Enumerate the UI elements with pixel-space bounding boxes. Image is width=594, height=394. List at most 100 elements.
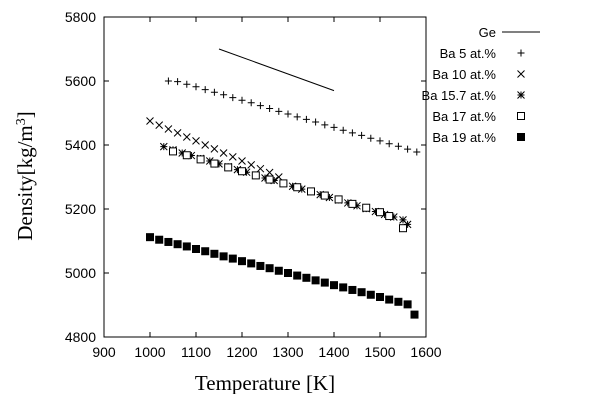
data-point bbox=[210, 159, 219, 168]
data-point bbox=[343, 199, 352, 207]
data-point bbox=[256, 261, 265, 270]
data-point bbox=[192, 83, 200, 91]
series-layer bbox=[146, 48, 421, 319]
y-axis-title-end: ] bbox=[13, 111, 37, 118]
data-point bbox=[182, 151, 191, 160]
data-point bbox=[238, 157, 246, 165]
data-point bbox=[288, 182, 297, 191]
data-point bbox=[274, 266, 283, 275]
y-axis-title: Density[kg/m3] bbox=[13, 111, 37, 241]
series-4 bbox=[169, 147, 407, 233]
y-tick-label: 4800 bbox=[65, 329, 96, 345]
x-tick-label: 1300 bbox=[272, 344, 303, 360]
legend-label: Ba 19 at.% bbox=[432, 130, 496, 145]
data-point bbox=[385, 212, 394, 221]
data-point bbox=[270, 176, 279, 185]
data-point bbox=[320, 278, 329, 287]
legend-label: Ba 5 at.% bbox=[440, 46, 497, 61]
series-0 bbox=[218, 48, 335, 92]
legend-marker bbox=[517, 133, 525, 141]
x-tick-label: 1500 bbox=[364, 344, 395, 360]
data-point bbox=[265, 175, 274, 184]
y-axis-title-main: Density[kg/m bbox=[13, 125, 37, 241]
data-point bbox=[169, 147, 177, 156]
data-point bbox=[284, 110, 292, 118]
data-point bbox=[242, 168, 251, 177]
data-point bbox=[389, 213, 398, 221]
data-point bbox=[192, 136, 200, 145]
legend-label: Ba 15.7 at.% bbox=[422, 88, 497, 103]
x-tick-label: 900 bbox=[92, 344, 116, 360]
x-tick-label: 1200 bbox=[226, 344, 257, 360]
data-point bbox=[376, 208, 384, 217]
data-point bbox=[330, 123, 338, 131]
data-point bbox=[173, 128, 182, 137]
data-point bbox=[358, 131, 366, 139]
data-point bbox=[348, 285, 357, 294]
data-point bbox=[403, 300, 412, 309]
data-point bbox=[265, 264, 274, 273]
y-tick-label: 5600 bbox=[65, 73, 96, 89]
x-axis-title: Temperature [K] bbox=[195, 371, 335, 394]
data-point bbox=[205, 157, 214, 165]
y-tick-label: 5200 bbox=[65, 201, 96, 217]
data-point bbox=[394, 297, 403, 306]
data-point bbox=[174, 78, 182, 86]
series-1 bbox=[164, 77, 421, 156]
data-point bbox=[183, 80, 191, 88]
x-tick-label: 1400 bbox=[318, 344, 349, 360]
data-point bbox=[210, 249, 219, 258]
data-point bbox=[201, 86, 209, 94]
data-point bbox=[238, 96, 246, 104]
data-point bbox=[399, 216, 407, 224]
data-point bbox=[220, 91, 228, 99]
data-point bbox=[178, 149, 187, 157]
data-point bbox=[362, 203, 371, 212]
y-tick-label: 5800 bbox=[65, 9, 96, 25]
legend-label: Ba 17 at.% bbox=[432, 109, 496, 124]
legend-marker bbox=[517, 112, 525, 120]
data-point bbox=[353, 201, 361, 210]
data-point bbox=[146, 233, 154, 242]
data-point bbox=[201, 141, 210, 149]
data-point bbox=[201, 247, 210, 256]
data-point bbox=[228, 152, 237, 161]
data-point bbox=[334, 195, 343, 204]
series-line bbox=[218, 48, 335, 92]
data-point bbox=[348, 129, 356, 137]
data-point bbox=[385, 295, 394, 304]
data-point bbox=[159, 142, 168, 151]
x-tick-label: 1000 bbox=[134, 344, 165, 360]
data-point bbox=[210, 144, 219, 153]
data-point bbox=[229, 94, 237, 102]
data-point bbox=[376, 137, 384, 145]
legend: Ge Ba 5 at.% Ba 10 at.% Ba 15.7 at.% Ba 17 a… bbox=[422, 25, 540, 145]
data-point bbox=[266, 105, 274, 113]
data-point bbox=[215, 160, 223, 168]
data-point bbox=[164, 125, 173, 133]
data-point bbox=[297, 185, 306, 194]
data-point bbox=[233, 165, 242, 174]
data-point bbox=[302, 273, 311, 282]
data-point bbox=[403, 220, 412, 229]
data-point bbox=[293, 183, 302, 192]
data-point bbox=[224, 163, 233, 172]
x-tick-label: 1600 bbox=[410, 344, 441, 360]
data-point bbox=[196, 155, 205, 164]
data-point bbox=[182, 133, 191, 141]
y-tick-label: 5400 bbox=[65, 137, 96, 153]
data-point bbox=[261, 174, 269, 182]
data-point bbox=[357, 288, 366, 297]
data-point bbox=[325, 193, 334, 202]
data-point bbox=[279, 179, 288, 188]
x-axis-ticks: 900 1000 1100 1200 1300 1400 1500 1600 bbox=[92, 17, 442, 360]
data-point bbox=[367, 134, 375, 142]
data-point bbox=[274, 173, 283, 181]
data-point bbox=[182, 242, 191, 251]
y-axis-ticks: 4800 5000 5200 5400 5600 5800 bbox=[65, 9, 426, 345]
data-point bbox=[348, 199, 357, 208]
data-point bbox=[192, 245, 200, 253]
legend-label: Ba 10 at.% bbox=[432, 67, 496, 82]
data-point bbox=[330, 281, 338, 290]
